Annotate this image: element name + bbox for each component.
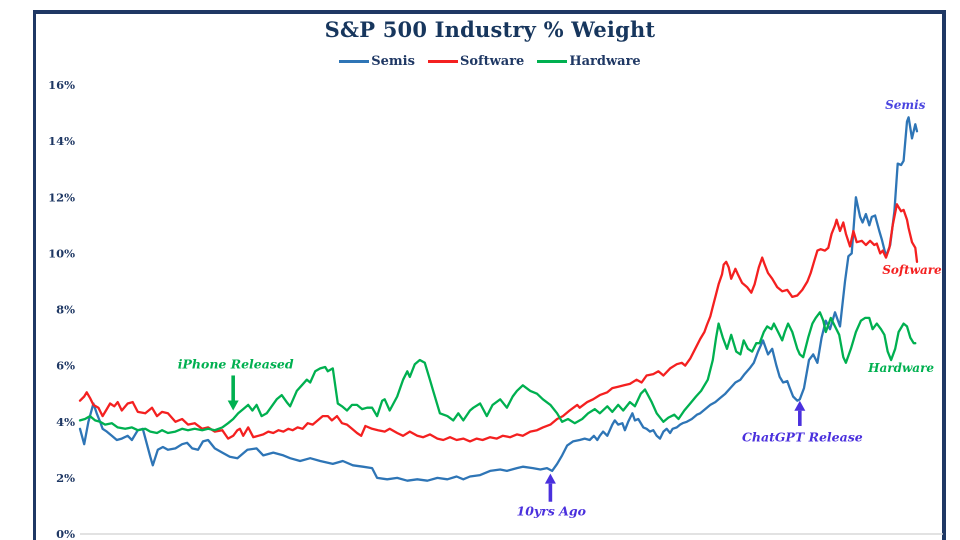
y-tick-label: 0% <box>56 527 75 540</box>
y-tick-label: 6% <box>56 359 75 373</box>
legend-item-software: Software <box>427 54 525 69</box>
legend-swatch-hardware <box>537 60 568 63</box>
legend-label-hardware: Hardware <box>569 54 641 69</box>
annotation-ten-years-ago: 10yrs Ago <box>516 503 586 519</box>
y-tick-label: 12% <box>48 190 75 204</box>
chart-title: S&P 500 Industry % Weight <box>324 17 656 42</box>
ten-years-ago-arrow-head <box>544 473 556 484</box>
y-tick-label: 8% <box>56 303 75 317</box>
series-end-label-semis: Semis <box>885 97 926 112</box>
series-line-hardware <box>78 311 917 435</box>
annotation-chatgpt-release: ChatGPT Release <box>741 429 863 445</box>
legend-item-hardware: Hardware <box>537 54 641 69</box>
legend-swatch-software <box>427 60 458 63</box>
y-tick-label: 14% <box>48 134 75 148</box>
y-tick-label: 4% <box>56 415 75 429</box>
series-end-label-hardware: Hardware <box>868 361 935 376</box>
legend: Semis Software Hardware <box>36 54 944 69</box>
y-tick-label: 10% <box>48 246 75 260</box>
y-tick-label: 16% <box>48 78 75 92</box>
chatgpt-release-arrow-head <box>794 400 806 411</box>
chart-frame <box>33 10 946 540</box>
series-line-software <box>78 203 919 443</box>
legend-label-software: Software <box>459 54 525 69</box>
iphone-released-arrow-head <box>227 400 239 411</box>
legend-swatch-semis <box>339 60 370 63</box>
annotation-iphone-released: iPhone Released <box>177 356 294 372</box>
y-tick-label: 2% <box>56 471 75 485</box>
legend-label-semis: Semis <box>371 54 415 69</box>
legend-item-semis: Semis <box>339 54 415 69</box>
series-line-semis <box>78 116 919 482</box>
series-end-label-software: Software <box>882 263 942 278</box>
